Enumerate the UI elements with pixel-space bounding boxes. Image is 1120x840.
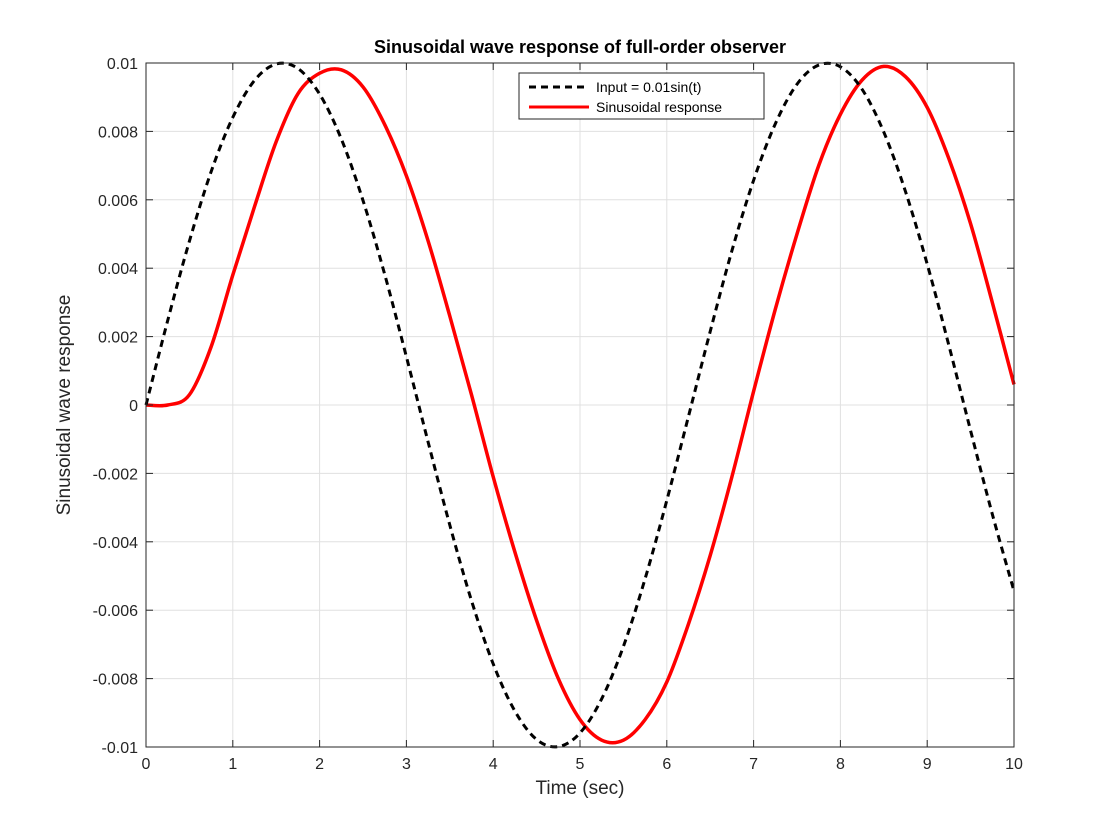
chart-title: Sinusoidal wave response of full-order o… (374, 37, 786, 57)
legend-label-input: Input = 0.01sin(t) (596, 79, 701, 95)
y-tick-label: 0.002 (98, 330, 138, 347)
x-tick-label: 8 (836, 756, 845, 773)
x-tick-label: 7 (749, 756, 758, 773)
series-line-response (145, 64, 1016, 745)
x-tick-label: 6 (662, 756, 671, 773)
y-tick-label: -0.004 (93, 535, 138, 552)
x-axis-ticks: 0 1 2 3 4 5 6 7 8 9 10 (142, 63, 1023, 773)
y-axis-label: Sinusoidal wave response (54, 295, 75, 516)
legend: Input = 0.01sin(t) Sinusoidal response (518, 72, 765, 120)
series-layer (144, 61, 1016, 749)
x-tick-label: 3 (402, 756, 411, 773)
x-tick-label: 9 (923, 756, 932, 773)
y-tick-label: 0.008 (98, 124, 138, 141)
y-tick-label: -0.006 (93, 603, 138, 620)
y-tick-label: -0.01 (102, 740, 139, 757)
y-tick-label: 0 (129, 398, 138, 415)
y-tick-label: 0.004 (98, 261, 138, 278)
x-tick-label: 1 (228, 756, 237, 773)
legend-label-response: Sinusoidal response (596, 99, 722, 115)
legend-box (518, 72, 765, 120)
x-tick-label: 10 (1005, 756, 1023, 773)
y-tick-label: -0.002 (93, 466, 138, 483)
x-tick-label: 5 (576, 756, 585, 773)
y-tick-label: -0.008 (93, 672, 138, 689)
y-tick-label: 0.006 (98, 193, 138, 210)
y-tick-label: 0.01 (107, 56, 138, 73)
y-axis-ticks: -0.01 -0.008 -0.006 -0.004 -0.002 0 0.002 0.004… (93, 56, 1014, 757)
x-tick-label: 0 (142, 756, 151, 773)
x-tick-label: 4 (489, 756, 498, 773)
x-tick-label: 2 (315, 756, 324, 773)
x-axis-label: Time (sec) (535, 778, 624, 799)
series-line-input (144, 61, 1016, 749)
